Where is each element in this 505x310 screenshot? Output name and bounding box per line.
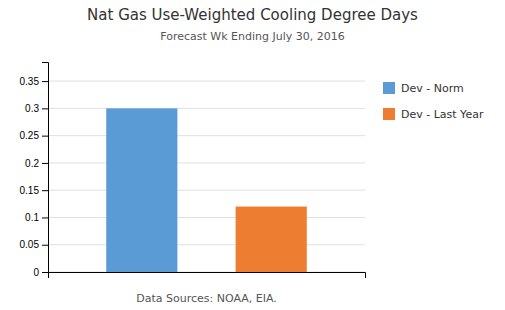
grid-line: [48, 244, 365, 245]
y-tick-label: 0: [33, 267, 39, 278]
legend-swatch: [383, 82, 395, 94]
grid: [48, 81, 365, 272]
y-tick-mark: [42, 163, 48, 164]
y-axis-line: [42, 63, 49, 273]
grid-line: [48, 162, 365, 163]
legend-swatch: [383, 108, 395, 120]
y-tick-label: 0.35: [20, 76, 40, 87]
y-tick-mark: [42, 136, 48, 137]
x-axis-line: [49, 273, 366, 279]
y-tick-mark: [42, 108, 48, 109]
legend-item: Dev - Norm: [383, 82, 464, 95]
y-axis: 0 0.05 0.1 0.15 0.2 0.25 0.3 0.35: [20, 63, 49, 278]
y-tick: 0.05: [20, 239, 48, 250]
y-tick: 0.2: [25, 158, 48, 169]
y-tick: 0.35: [20, 76, 48, 87]
y-tick: 0.3: [25, 103, 48, 114]
x-axis-label: Data Sources: NOAA, EIA.: [136, 292, 277, 305]
legend-label: Dev - Last Year: [401, 108, 484, 121]
y-tick-label: 0.25: [20, 130, 40, 141]
y-tick-mark: [42, 81, 48, 82]
plot: 0 0.05 0.1 0.15 0.2 0.25 0.3 0.35: [20, 63, 366, 279]
legend-label: Dev - Norm: [401, 82, 464, 95]
grid-line: [48, 135, 365, 136]
subtitle: Forecast Wk Ending July 30, 2016: [160, 30, 344, 43]
y-tick-label: 0.1: [25, 212, 39, 223]
chart: Nat Gas Use-Weighted Cooling Degree Days…: [0, 0, 505, 310]
grid-line: [48, 108, 365, 109]
y-tick: 0.25: [20, 130, 48, 141]
y-tick-mark: [42, 272, 48, 273]
y-tick: 0.1: [25, 212, 48, 223]
y-tick-label: 0.2: [25, 158, 39, 169]
y-tick-label: 0.15: [20, 185, 40, 196]
bar: [236, 207, 307, 272]
x-axis: [49, 273, 366, 279]
legend-item: Dev - Last Year: [383, 108, 484, 121]
legend: Dev - Norm Dev - Last Year: [383, 82, 484, 121]
y-tick-label: 0.05: [20, 239, 40, 250]
grid-line: [48, 81, 365, 82]
title: Nat Gas Use-Weighted Cooling Degree Days: [87, 6, 418, 24]
y-tick: 0: [33, 267, 48, 278]
grid-line: [48, 190, 365, 191]
bars: [106, 108, 307, 272]
y-tick: 0.15: [20, 185, 48, 196]
bar: [106, 108, 177, 272]
y-tick-mark: [42, 190, 48, 191]
y-tick-label: 0.3: [25, 103, 39, 114]
grid-line: [48, 217, 365, 218]
y-tick-mark: [42, 217, 48, 218]
y-tick-mark: [42, 245, 48, 246]
